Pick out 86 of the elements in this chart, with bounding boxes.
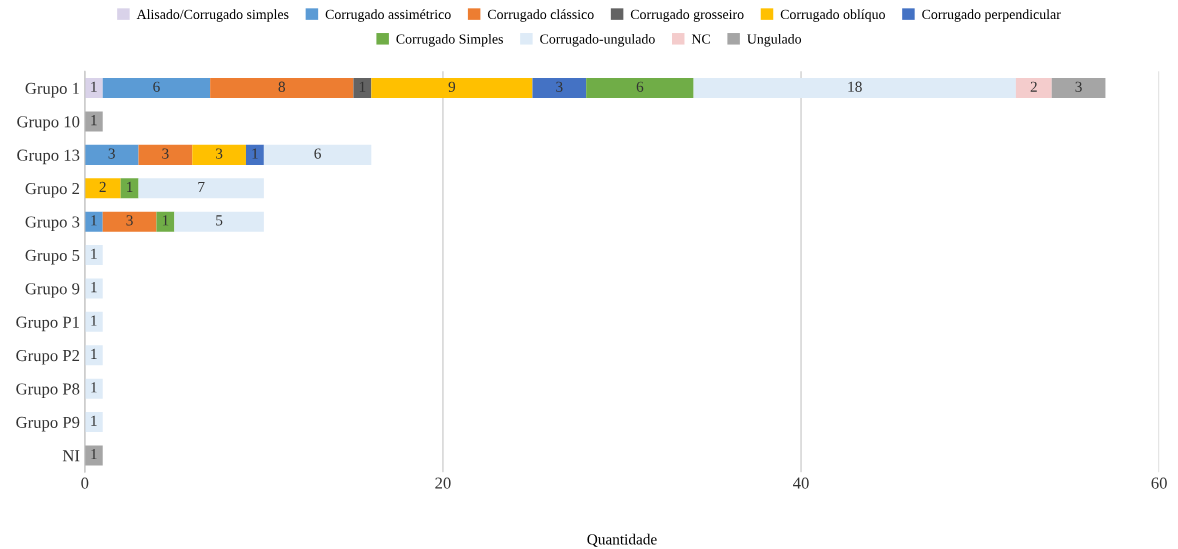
legend-label: Corrugado perpendicular <box>922 9 1061 22</box>
data-label: 1 <box>91 382 97 393</box>
legend-label: Alisado/Corrugado simples <box>136 9 289 22</box>
data-label: 1 <box>91 415 97 426</box>
data-label: 6 <box>314 148 321 159</box>
y-tick-label: Grupo 10 <box>17 116 80 131</box>
bar <box>120 178 139 199</box>
bar <box>84 278 103 299</box>
y-tick-label: Grupo 9 <box>25 283 80 298</box>
data-label: 3 <box>556 81 563 92</box>
y-tick-label: NI <box>62 450 80 462</box>
bar <box>84 345 103 366</box>
y-tick-label: Grupo 5 <box>25 249 80 265</box>
bar <box>263 144 372 165</box>
data-label: 6 <box>636 81 644 92</box>
bar <box>138 178 264 199</box>
bar <box>532 78 587 99</box>
data-label: 1 <box>91 315 97 326</box>
bar <box>210 78 354 99</box>
legend-label: Corrugado grosseiro <box>630 9 744 22</box>
bar <box>84 178 121 199</box>
data-label: 3 <box>162 148 169 159</box>
bar <box>353 78 372 99</box>
y-tick-label: Grupo P2 <box>16 349 80 365</box>
bar <box>84 412 103 433</box>
bar <box>84 111 103 132</box>
bar <box>371 78 533 99</box>
y-tick-label: Grupo P1 <box>16 316 79 332</box>
legend-label: Corrugado Simples <box>396 33 503 47</box>
data-label: 5 <box>216 215 223 226</box>
data-label: 1 <box>91 115 97 126</box>
bar <box>102 78 211 99</box>
data-label: 18 <box>848 81 862 92</box>
data-label: 1 <box>91 81 97 92</box>
data-label: 3 <box>108 148 115 159</box>
y-tick-label: Grupo P9 <box>16 416 80 432</box>
legend-label: NC <box>691 34 710 44</box>
bar <box>1015 78 1052 99</box>
bar <box>192 144 246 165</box>
data-label: 1 <box>91 449 97 460</box>
bar <box>84 245 103 266</box>
bar <box>102 211 157 232</box>
y-tick-label: Grupo 3 <box>25 216 80 231</box>
y-tick-label: Grupo 2 <box>25 183 80 198</box>
bar <box>174 211 264 232</box>
bar <box>84 78 103 99</box>
legend-label: Ungulado <box>747 33 802 47</box>
x-axis-title: Quantidade <box>587 533 657 547</box>
bar <box>84 445 103 466</box>
data-label: 3 <box>126 215 133 226</box>
x-tick-label: 20 <box>435 477 451 489</box>
legend-label: Corrugado clássico <box>487 9 594 22</box>
data-label: 3 <box>1075 81 1082 92</box>
y-tick-label: Grupo 1 <box>25 82 79 98</box>
data-label: 9 <box>448 81 456 92</box>
x-tick-label: 60 <box>1151 477 1167 489</box>
bar <box>84 378 103 399</box>
bar <box>84 144 139 165</box>
bar <box>586 78 694 99</box>
data-label: 1 <box>127 181 133 192</box>
data-label: 1 <box>91 215 97 226</box>
data-label: 2 <box>1030 81 1037 92</box>
legend-label: Corrugado assimétrico <box>325 9 451 22</box>
data-label: 8 <box>278 81 286 92</box>
y-tick-label: Grupo P8 <box>16 383 80 398</box>
bar <box>156 211 175 232</box>
legend-label: Corrugado-ungulado <box>540 33 655 47</box>
bar <box>245 144 264 165</box>
data-label: 7 <box>198 181 205 192</box>
y-tick-label: Grupo 13 <box>17 149 80 165</box>
bar <box>693 78 1016 99</box>
data-label: 6 <box>153 81 160 92</box>
data-label: 1 <box>252 148 258 159</box>
x-tick-label: 40 <box>793 477 809 489</box>
bar <box>84 311 103 332</box>
legend-label: Corrugado oblíquo <box>780 9 885 22</box>
bar <box>84 211 103 232</box>
data-label: 3 <box>216 148 223 159</box>
bar <box>138 144 193 165</box>
data-label: 2 <box>99 181 106 192</box>
data-label: 1 <box>91 348 97 359</box>
data-label: 1 <box>91 282 97 293</box>
data-label: 1 <box>91 248 97 259</box>
x-tick-label: 0 <box>81 477 89 489</box>
data-label: 1 <box>162 215 169 226</box>
bar <box>1051 78 1106 99</box>
